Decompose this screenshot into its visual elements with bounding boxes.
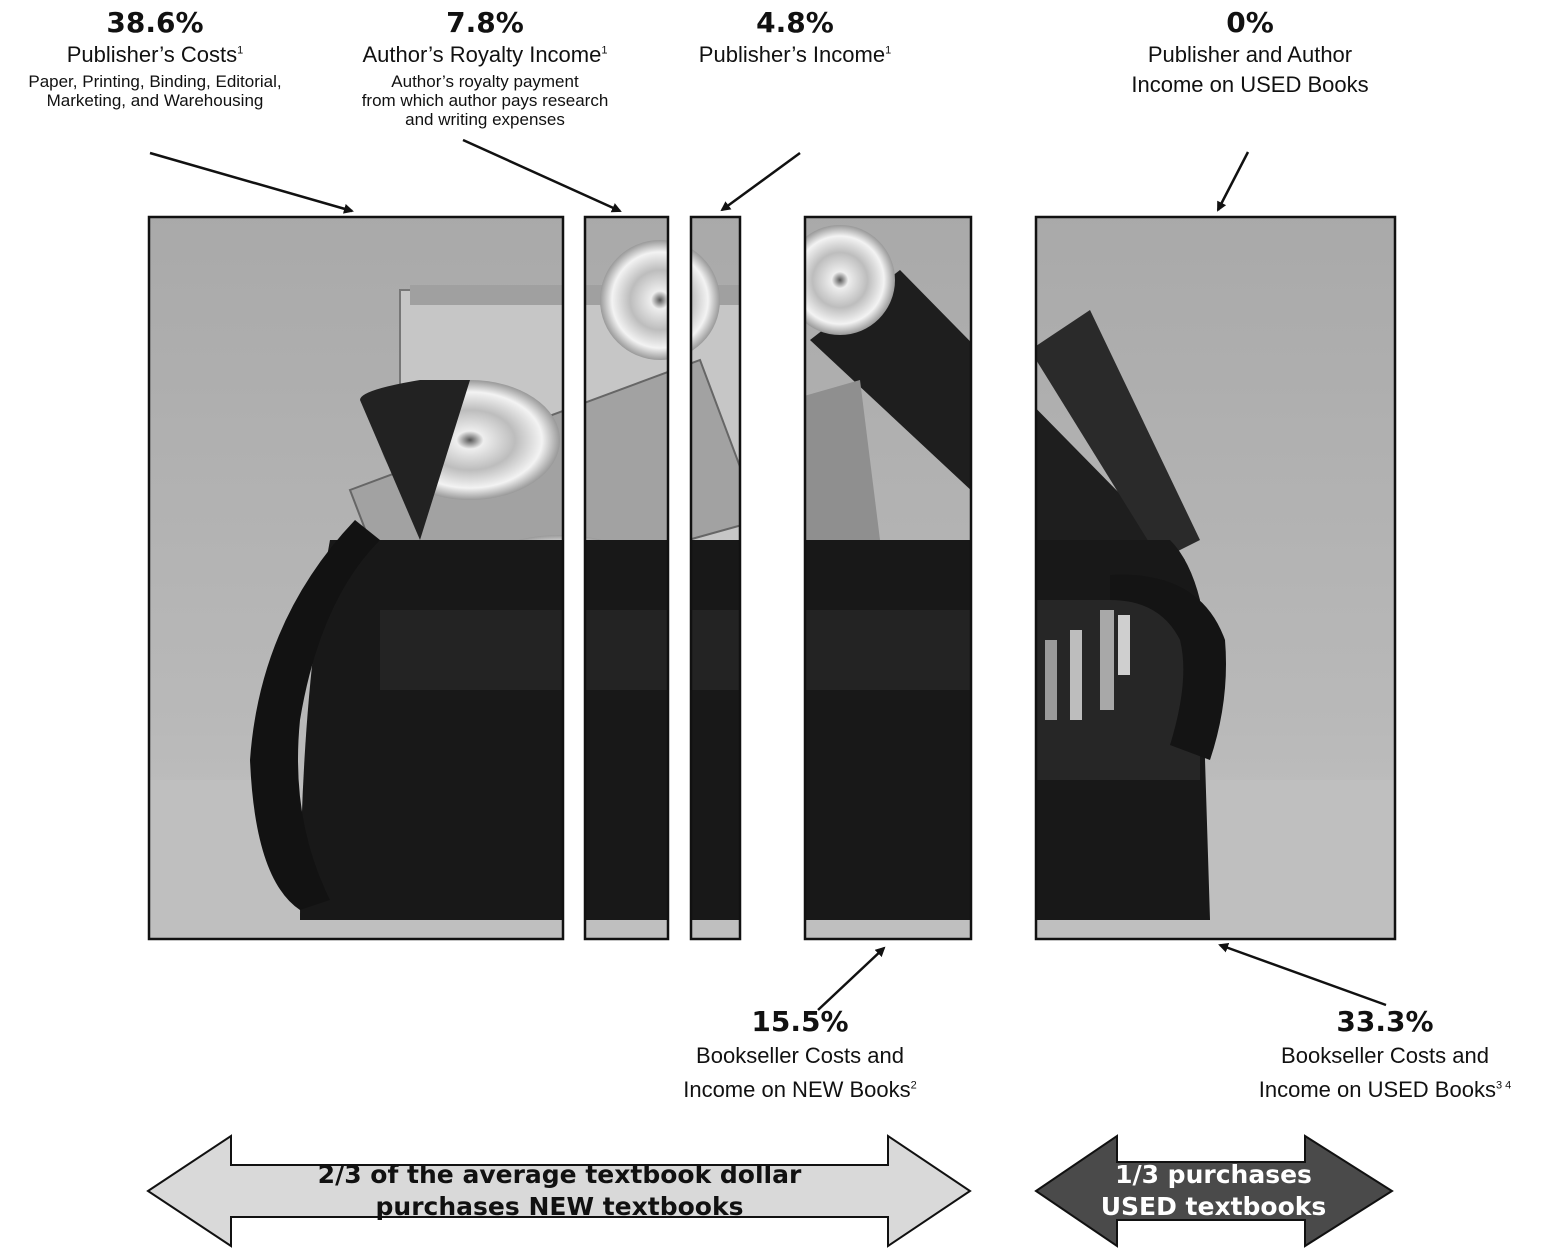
segment-label: Publisher’s Costs — [66, 42, 238, 67]
pointer-arrow-royalty — [462, 138, 622, 213]
segment-label-line2: Income on NEW Books — [683, 1077, 911, 1102]
pointer-arrow-bookseller-new — [817, 946, 886, 1011]
footnote-ref: 1 — [885, 44, 892, 57]
segment-label: Publisher’s Income — [698, 42, 886, 67]
new-textbooks-arrow-label: 2/3 of the average textbook dollar purch… — [317, 1160, 802, 1221]
percent-value: 15.5% — [751, 1005, 849, 1038]
pointer-arrow-used-income — [1216, 151, 1250, 212]
segment-description: Author’s royalty payment from which auth… — [361, 72, 609, 129]
footnote-ref: 1 — [601, 44, 608, 57]
footnote-ref: 2 — [910, 1079, 917, 1092]
used-textbooks-double-arrow — [1034, 1134, 1394, 1248]
footnote-ref: 3 4 — [1495, 1079, 1512, 1092]
segment-label-line1: Bookseller Costs and — [696, 1043, 904, 1068]
panel-bookseller-new — [803, 215, 973, 941]
percent-value: 38.6% — [106, 6, 204, 39]
percent-value: 7.8% — [446, 6, 524, 39]
segment-description: Paper, Printing, Binding, Editorial, Mar… — [28, 72, 282, 110]
segment-label-line1: Bookseller Costs and — [1281, 1043, 1489, 1068]
new-textbooks-double-arrow — [146, 1134, 972, 1248]
segment-label-line1: Publisher and Author — [1147, 42, 1353, 67]
panel-publisher-costs — [147, 215, 565, 941]
percent-value: 0% — [1226, 6, 1274, 39]
panel-publisher-income — [689, 215, 742, 941]
segment-publisher-income: 4.8% Publisher’s Income1 — [660, 6, 930, 70]
percent-value: 4.8% — [756, 6, 834, 39]
footnote-ref: 1 — [237, 44, 244, 57]
pointer-arrow-bookseller-used — [1218, 943, 1387, 1007]
panel-author-royalty — [583, 215, 670, 941]
used-textbooks-arrow-label: 1/3 purchases USED textbooks — [1100, 1160, 1327, 1221]
segment-bookseller-used: 33.3% Bookseller Costs and Income on USE… — [1230, 1005, 1540, 1107]
segment-used-publisher-author: 0% Publisher and Author Income on USED B… — [1100, 6, 1400, 100]
segment-label-line2: Income on USED Books — [1258, 1077, 1496, 1102]
segment-author-royalty: 7.8% Author’s Royalty Income1 Author’s r… — [320, 6, 650, 129]
segment-label-line2: Income on USED Books — [1131, 72, 1369, 97]
percent-value: 33.3% — [1336, 1005, 1434, 1038]
segment-bookseller-new: 15.5% Bookseller Costs and Income on NEW… — [640, 1005, 960, 1107]
segment-publisher-costs: 38.6% Publisher’s Costs1 Paper, Printing… — [0, 6, 310, 110]
pointer-arrow-costs — [149, 151, 354, 214]
segment-label: Author’s Royalty Income — [362, 42, 602, 67]
panel-used-books — [1034, 215, 1397, 941]
pointer-arrow-publisher-income — [720, 151, 801, 212]
